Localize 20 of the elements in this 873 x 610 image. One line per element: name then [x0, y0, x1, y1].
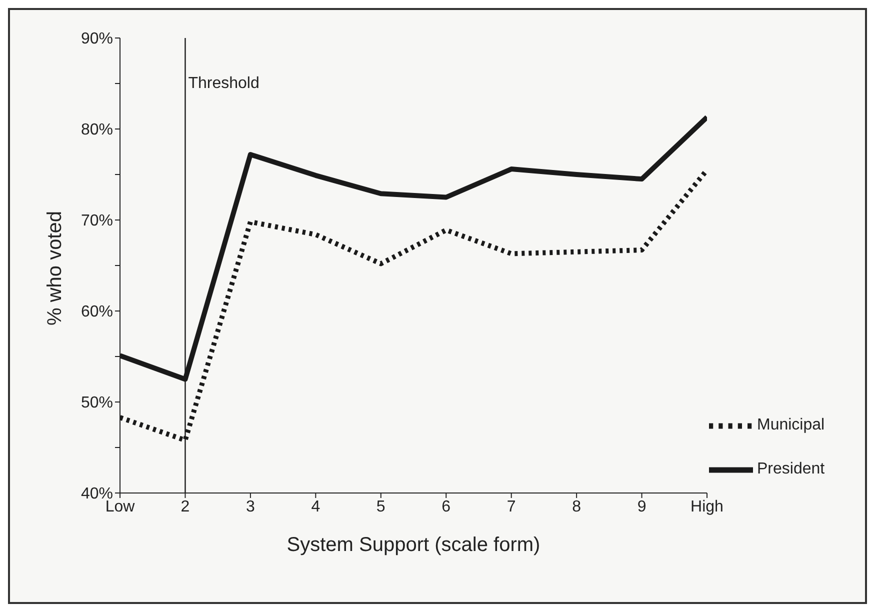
x-tick-label: 3 — [246, 498, 255, 516]
x-tick-label: 2 — [180, 498, 190, 516]
y-axis-title: % who voted — [44, 210, 66, 326]
ref-line-label: Threshold — [188, 75, 260, 92]
y-tick-label: 70% — [80, 212, 113, 230]
y-tick-label: 60% — [80, 304, 113, 321]
x-tick-label: Low — [105, 498, 136, 516]
x-tick-label: 9 — [637, 498, 646, 516]
legend-label: President — [757, 460, 825, 478]
y-tick-label: 90% — [80, 30, 113, 48]
x-tick-label: 8 — [572, 498, 582, 516]
y-tick-label: 80% — [80, 122, 113, 139]
x-axis-title: System Support (scale form) — [286, 534, 540, 556]
x-tick-label: 5 — [376, 498, 386, 516]
x-tick-label: High — [690, 498, 724, 516]
x-tick-label: 4 — [311, 498, 320, 516]
x-tick-label: 6 — [442, 498, 451, 516]
legend-label: Municipal — [757, 416, 825, 434]
y-tick-label: 50% — [80, 394, 113, 412]
x-tick-label: 7 — [506, 498, 516, 516]
